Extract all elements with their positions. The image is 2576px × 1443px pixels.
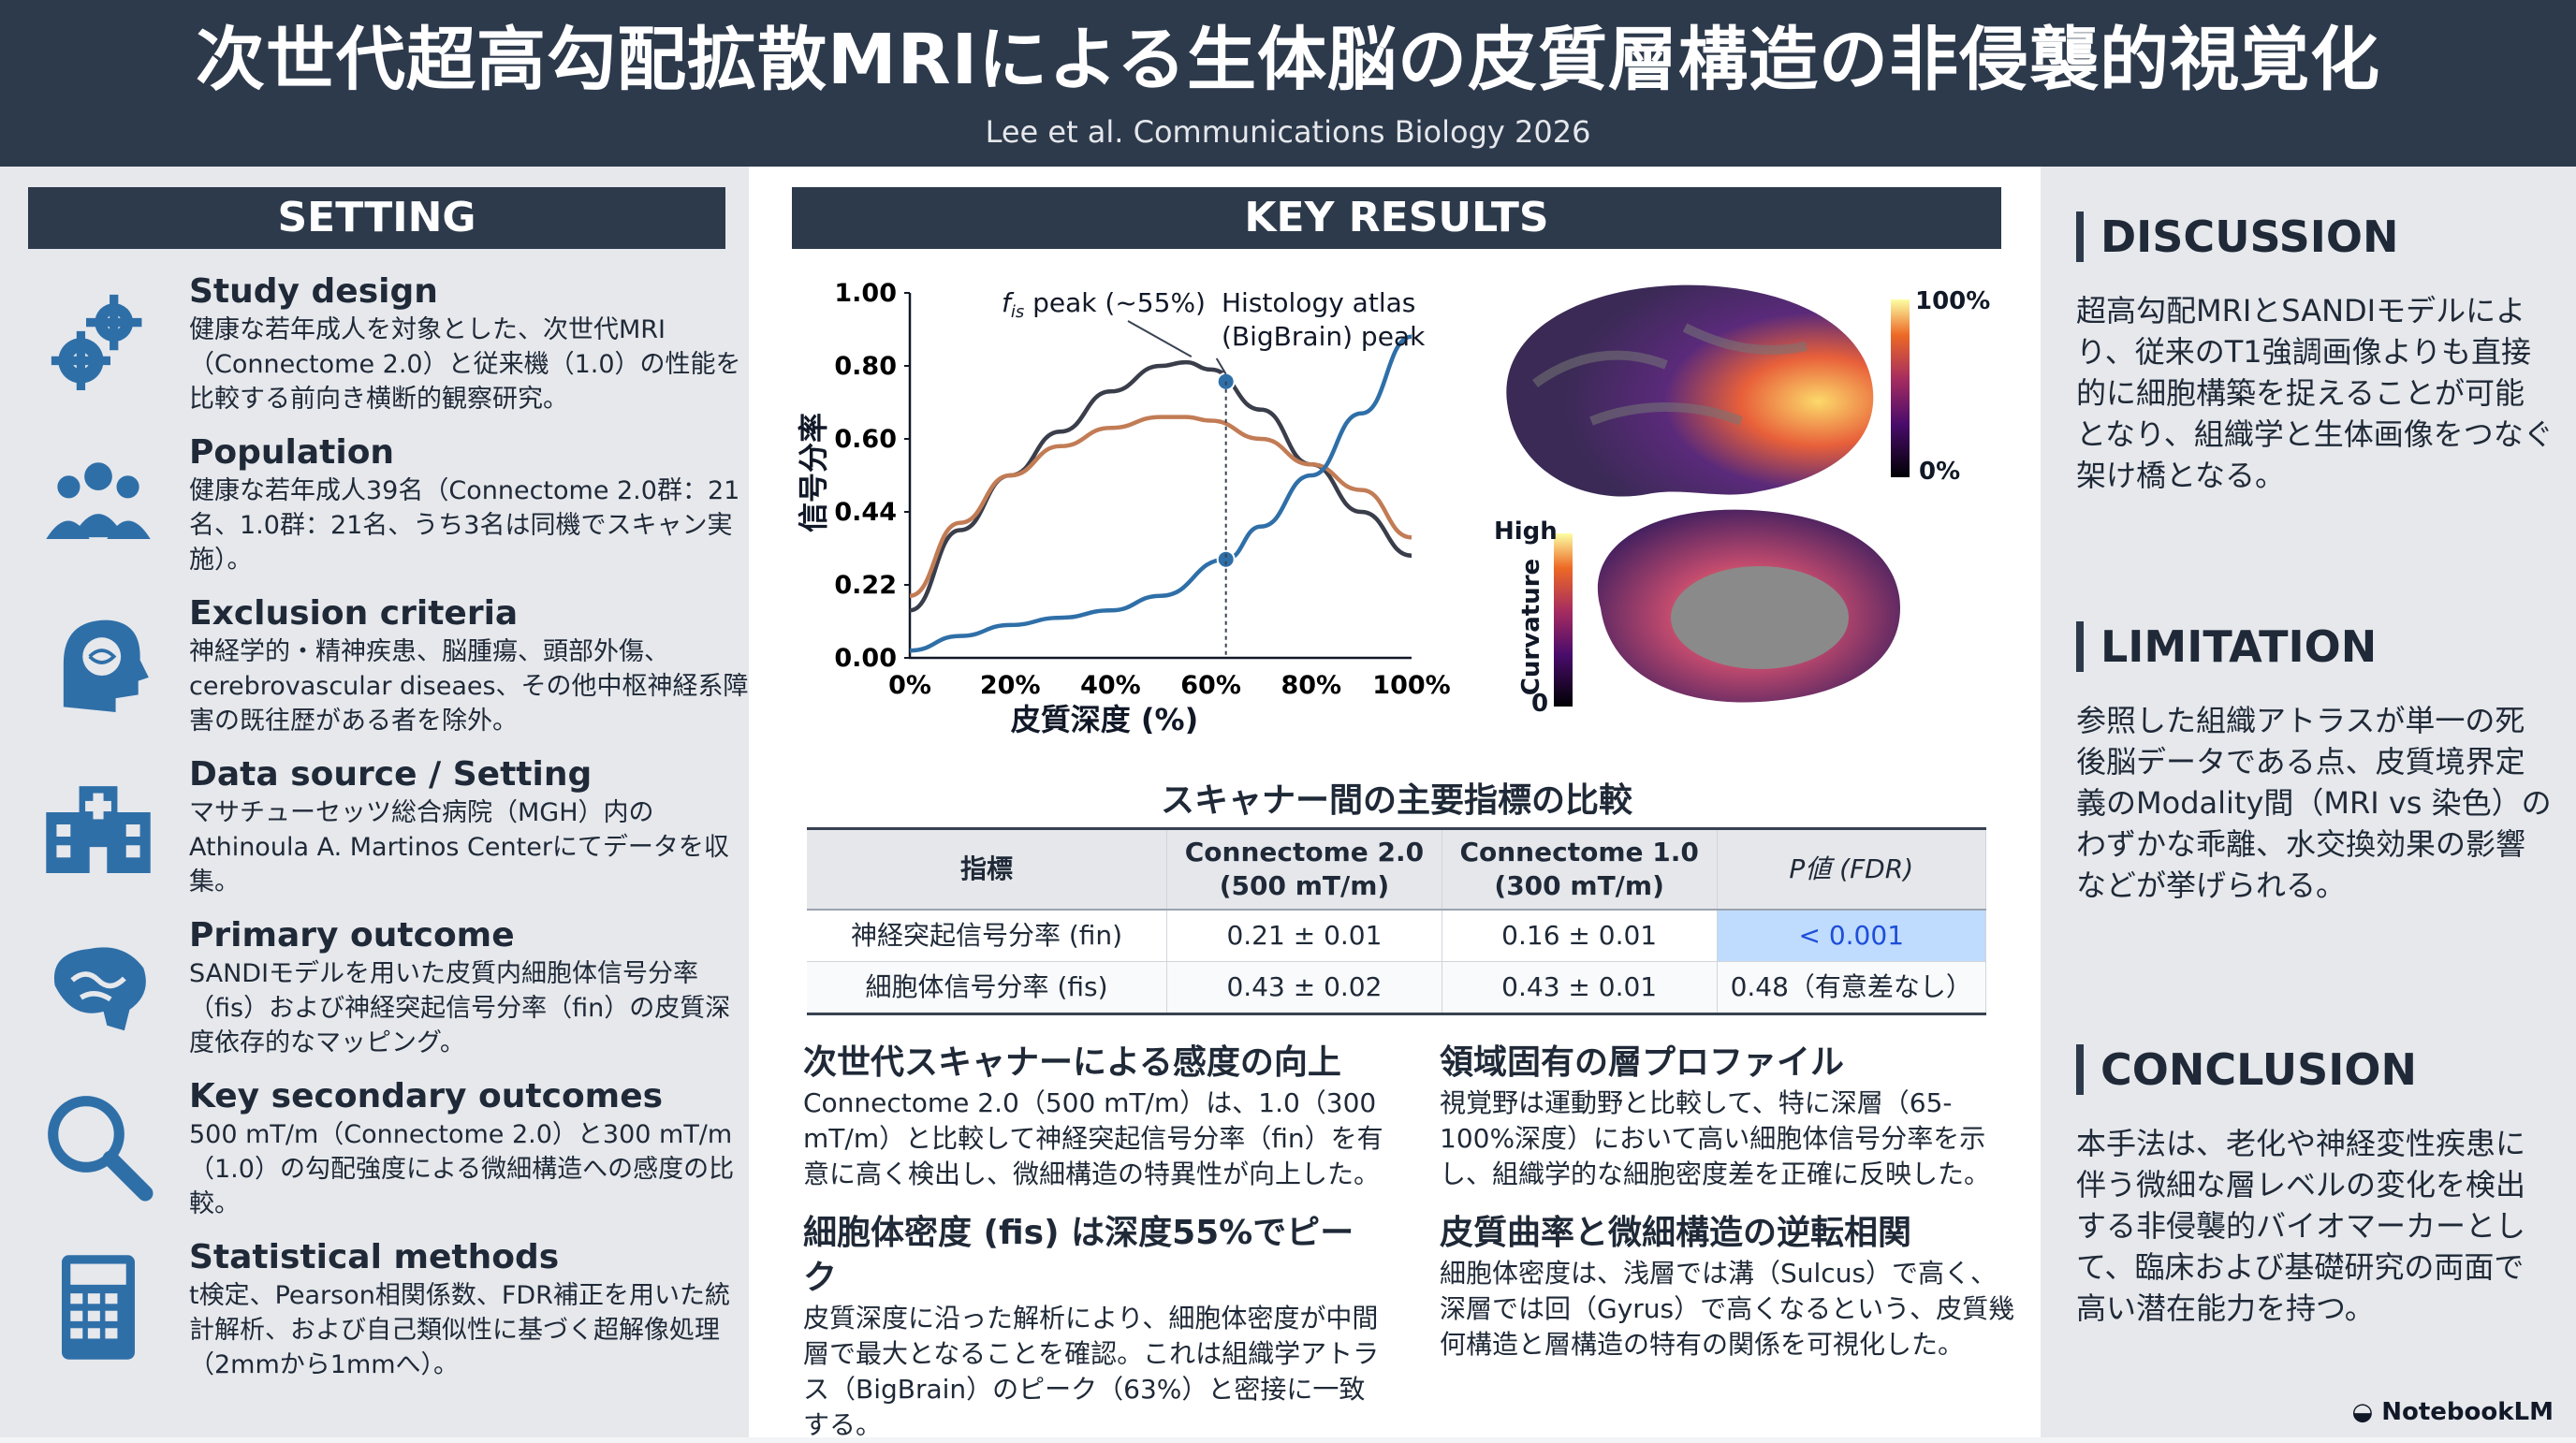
conclusion-heading: CONCLUSION xyxy=(2076,1044,2554,1095)
x-tick-label: 80% xyxy=(1281,671,1341,700)
y-tick-label: 0.00 xyxy=(834,644,897,673)
setting-column xyxy=(0,167,749,1437)
summary-column xyxy=(2041,167,2576,1437)
citation: Lee et al. Communications Biology 2026 xyxy=(985,114,1591,150)
y-tick-label: 0.60 xyxy=(834,425,897,454)
conclusion-body: 本手法は、老化や神経変性疾患に伴う微細な層レベルの変化を検出する非侵襲的バイオマ… xyxy=(2076,1126,2526,1326)
x-tick-label: 0% xyxy=(888,671,931,700)
table-header-pvalue: P値 (FDR) xyxy=(1717,827,1986,911)
setting-item-title: Study design xyxy=(189,272,438,311)
finding-sensitivity: 次世代スキャナーによる感度の向上 Connectome 2.0（500 mT/m… xyxy=(803,1043,1383,1189)
x-tick-label: 60% xyxy=(1180,671,1241,700)
finding-curvature: 皮質曲率と微細構造の逆転相関 細胞体密度は、浅層では溝（Sulcus）で高く、深… xyxy=(1440,1214,2015,1360)
histology-marker-point xyxy=(1216,372,1236,391)
y-tick-label: 0.22 xyxy=(834,571,897,600)
setting-item-title: Data source / Setting xyxy=(189,755,593,794)
hospital-icon xyxy=(37,764,168,895)
conclusion-section: CONCLUSION 本手法は、老化や神経変性疾患に伴う微細な層レベルの変化を検… xyxy=(2076,1044,2554,1329)
x-tick-label: 100% xyxy=(1372,671,1450,700)
curvature-scale-bottom: 0 xyxy=(1531,690,1548,718)
magnifier-icon xyxy=(37,1086,168,1217)
series-line-2 xyxy=(909,334,1412,653)
table-cell: 神経突起信号分率 (fin) xyxy=(807,910,1168,962)
x-axis-label: 皮質深度 (%) xyxy=(1011,702,1198,737)
key-results-heading: KEY RESULTS xyxy=(792,187,2001,249)
setting-item-body: 健康な若年成人39名（Connectome 2.0群：21名、1.0群：21名、… xyxy=(189,476,740,575)
setting-heading: SETTING xyxy=(28,187,725,249)
histology-label-line2: (BigBrain) peak xyxy=(1222,321,1426,352)
setting-item-body: 健康な若年成人を対象とした、次世代MRI（Connectome 2.0）と従来機… xyxy=(189,315,741,414)
y-tick-label: 0.44 xyxy=(834,498,897,527)
finding-regional-profile: 領域固有の層プロファイル 視覚野は運動野と比較して、特に深層（65-100%深度… xyxy=(1440,1043,1991,1189)
x-tick-label: 20% xyxy=(980,671,1041,700)
fis-peak-callout-line xyxy=(1127,320,1193,357)
header: 次世代超高勾配拡散MRIによる生体脳の皮質層構造の非侵襲的視覚化 Lee et … xyxy=(0,0,2576,167)
table-header-c1: Connectome 1.0 (300 mT/m) xyxy=(1442,827,1718,911)
discussion-heading: DISCUSSION xyxy=(2076,211,2554,262)
logo-icon: ◒ xyxy=(2351,1398,2374,1426)
curvature-axis-label: Curvature xyxy=(1517,559,1545,695)
y-axis-label: 信号分率 xyxy=(796,413,831,532)
table-header-metric: 指標 xyxy=(807,827,1168,911)
setting-item-body: 神経学的・精神疾患、脳腫瘍、頭部外傷、cerebrovascular disea… xyxy=(189,637,749,736)
table-title: スキャナー間の主要指標の比較 xyxy=(1160,781,1632,820)
discussion-body: 超高勾配MRIとSANDIモデルにより、従来のT1強調画像よりも直接的に細胞構築… xyxy=(2076,293,2554,493)
limitation-section: LIMITATION 参照した組織アトラスが単一の死後脳データである点、皮質境界… xyxy=(2076,621,2554,906)
setting-item-body: t検定、Pearson相関係数、FDR補正を用いた統計解析、および自己類似性に基… xyxy=(189,1281,730,1379)
table-header-c2: Connectome 2.0 (500 mT/m) xyxy=(1166,827,1442,911)
table-row: 神経突起信号分率 (fin) 0.21 ± 0.01 0.16 ± 0.01 <… xyxy=(807,910,1986,962)
table-cell: 0.43 ± 0.02 xyxy=(1166,961,1442,1015)
brain-surface-maps: 100% 0% High 0 Curvature xyxy=(1494,284,1990,718)
people-group-icon xyxy=(37,442,168,573)
limitation-heading: LIMITATION xyxy=(2076,621,2554,672)
histology-marker-point xyxy=(1216,549,1236,569)
setting-item-title: Primary outcome xyxy=(189,916,515,955)
histology-callout-line xyxy=(1215,357,1227,375)
table-cell: 0.16 ± 0.01 xyxy=(1442,910,1718,962)
page-title: 次世代超高勾配拡散MRIによる生体脳の皮質層構造の非侵襲的視覚化 xyxy=(196,20,2380,100)
calculator-icon xyxy=(37,1246,168,1377)
limitation-body: 参照した組織アトラスが単一の死後脳データである点、皮質境界定義のModality… xyxy=(2076,703,2552,903)
setting-item-title: Population xyxy=(189,433,395,472)
table-cell: 0.48（有意差なし） xyxy=(1717,961,1986,1015)
table-cell: 0.21 ± 0.01 xyxy=(1166,910,1442,962)
setting-item-title: Statistical methods xyxy=(189,1238,560,1276)
setting-item-body: SANDIモデルを用いた皮質内細胞体信号分率（fis）および神経突起信号分率（f… xyxy=(189,959,731,1057)
table-cell: 細胞体信号分率 (fis) xyxy=(807,961,1168,1015)
setting-item-body: マサチューセッツ総合病院（MGH）内のAthinoula A. Martinos… xyxy=(189,798,729,896)
y-tick-label: 0.80 xyxy=(834,352,897,381)
histology-label-line1: Histology atlas xyxy=(1222,287,1415,318)
series-line-0 xyxy=(909,359,1412,613)
table-row: 細胞体信号分率 (fis) 0.43 ± 0.02 0.43 ± 0.01 0.… xyxy=(807,961,1986,1015)
curvature-scale-top: High xyxy=(1494,517,1558,546)
depth-profile-chart: 0.00 0.22 0.44 0.60 0.80 1.00 0% 20% 40% 60% 80% 10… xyxy=(796,279,1451,737)
setting-item-title: Exclusion criteria xyxy=(189,594,519,633)
table-cell-significant: < 0.001 xyxy=(1717,910,1986,962)
gears-icon xyxy=(37,281,168,412)
fis-peak-label: fis peak (~55%) xyxy=(1002,287,1206,322)
lateral-scale-bottom: 0% xyxy=(1919,458,1960,486)
y-tick-label: 1.00 xyxy=(834,279,897,308)
brain-icon xyxy=(37,925,168,1056)
setting-item-body: 500 mT/m（Connectome 2.0）と300 mT/m（1.0）の勾… xyxy=(189,1120,735,1218)
discussion-section: DISCUSSION 超高勾配MRIとSANDIモデルにより、従来のT1強調画像… xyxy=(2076,211,2554,496)
head-brain-icon xyxy=(37,603,168,734)
curvature-color-scale xyxy=(1554,533,1573,707)
x-tick-label: 40% xyxy=(1080,671,1141,700)
table-cell: 0.43 ± 0.01 xyxy=(1442,961,1718,1015)
medial-wall xyxy=(1671,566,1849,669)
notebooklm-logo: ◒ NotebookLM xyxy=(2351,1398,2554,1426)
lateral-brain-map xyxy=(1506,284,1874,497)
setting-item-title: Key secondary outcomes xyxy=(189,1077,664,1115)
lateral-scale-top: 100% xyxy=(1915,287,1990,315)
lateral-color-scale xyxy=(1891,299,1910,477)
comparison-table: 指標 Connectome 2.0 (500 mT/m) Connectome … xyxy=(807,827,1986,1015)
finding-fis-peak: 細胞体密度 (fis) は深度55%でピーク 皮質深度に沿った解析により、細胞体… xyxy=(803,1214,1380,1440)
